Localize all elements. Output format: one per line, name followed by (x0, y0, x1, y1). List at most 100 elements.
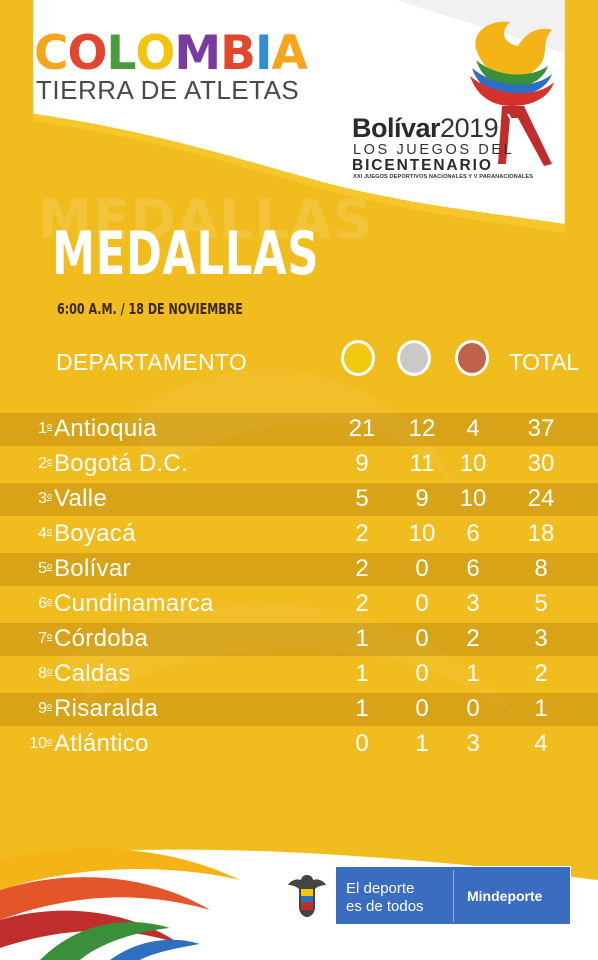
silver-count: 0 (415, 590, 429, 617)
department-name: Risaralda (54, 695, 159, 722)
department-name: Bolívar (54, 555, 131, 582)
silver-count: 0 (415, 660, 429, 687)
total-count: 3 (534, 625, 548, 652)
wordmark-letter: O (67, 26, 108, 81)
background-swirl (60, 369, 520, 720)
gold-count: 1 (355, 625, 369, 652)
total-count: 5 (534, 590, 548, 617)
rank: 8o (24, 665, 52, 683)
gold-count: 9 (355, 450, 369, 477)
silver-medal-icon (397, 340, 431, 376)
silver-count: 10 (408, 520, 436, 547)
bronze-count: 10 (459, 450, 487, 477)
games-name-text: Bolívar (352, 113, 441, 143)
footer-divider (453, 870, 454, 922)
total-count: 8 (534, 555, 548, 582)
rank-ordinal: o (46, 456, 52, 466)
gold-count: 2 (355, 590, 369, 617)
bronze-count: 6 (466, 555, 480, 582)
update-timestamp: 6:00 A.M. / 18 DE NOVIEMBRE (57, 300, 243, 318)
games-subtitle-2: BICENTENARIO (352, 157, 493, 174)
total-count: 2 (534, 660, 548, 687)
department-name: Bogotá D.C. (54, 450, 189, 477)
department-name: Cundinamarca (54, 590, 214, 617)
brand-tagline: TIERRA DE ATLETAS (36, 75, 300, 105)
total-count: 18 (527, 520, 555, 547)
colombia-wordmark: COLOMBIA (34, 26, 308, 81)
rank-number: 8 (38, 665, 47, 682)
bronze-count: 0 (466, 695, 480, 722)
total-count: 37 (527, 415, 555, 442)
gold-count: 21 (348, 415, 376, 442)
header-band (33, 0, 565, 233)
rank-number: 1 (38, 420, 47, 437)
wordmark-letter: L (106, 26, 136, 81)
rank-ordinal: o (46, 596, 52, 606)
department-name: Valle (54, 485, 108, 512)
games-name: Bolívar2019 (352, 113, 499, 143)
bronze-count: 4 (466, 415, 480, 442)
rank-ordinal: o (46, 526, 52, 536)
wordmark-letter: I (255, 26, 272, 81)
rank-number: 7 (38, 630, 47, 647)
column-header-department: DEPARTAMENTO (56, 349, 248, 375)
rank-number: 10 (29, 735, 47, 752)
page-title: MEDALLAS (52, 219, 320, 289)
rank: 5o (24, 560, 52, 578)
department-name: Antioquia (54, 415, 157, 442)
department-name: Atlántico (54, 730, 149, 757)
torch-logo-icon (470, 21, 554, 166)
rank: 9o (24, 700, 52, 718)
wordmark-letter: C (34, 26, 68, 81)
bronze-count: 6 (466, 520, 480, 547)
rank-ordinal: o (46, 631, 52, 641)
rank-ordinal: o (46, 701, 52, 711)
colombia-coat-of-arms-icon (288, 875, 326, 917)
games-year: 2019 (440, 113, 499, 143)
rank-ordinal: o (46, 561, 52, 571)
rank: 2o (24, 455, 52, 473)
silver-count: 12 (408, 415, 436, 442)
table-row: 5o Bolívar 2 0 6 8 (0, 553, 598, 586)
slogan-line-1: El deporte (346, 880, 415, 897)
gold-count: 2 (355, 520, 369, 547)
title-watermark: MEDALLAS (38, 188, 373, 251)
rank-number: 6 (38, 595, 47, 612)
rank-ordinal: o (46, 491, 52, 501)
wordmark-letter: A (271, 26, 308, 81)
wordmark-letter: B (220, 26, 256, 81)
gold-count: 1 (355, 695, 369, 722)
rank-number: 3 (38, 490, 47, 507)
silver-count: 0 (415, 695, 429, 722)
gold-medal-icon (341, 340, 375, 376)
rank: 3o (24, 490, 52, 508)
gold-count: 1 (355, 660, 369, 687)
wordmark-letter: O (135, 26, 175, 81)
rank-number: 2 (38, 455, 47, 472)
wordmark-letter: M (174, 26, 221, 81)
silver-count: 0 (415, 555, 429, 582)
table-row: 10o Atlántico 0 1 3 4 (0, 728, 598, 761)
total-count: 24 (527, 485, 555, 512)
total-count: 30 (527, 450, 555, 477)
silver-count: 0 (415, 625, 429, 652)
total-count: 4 (534, 730, 548, 757)
rank: 1o (24, 420, 52, 438)
gold-count: 2 (355, 555, 369, 582)
table-row: 8o Caldas 1 0 1 2 (0, 658, 598, 691)
bronze-count: 10 (459, 485, 487, 512)
rank: 6o (24, 595, 52, 613)
silver-count: 11 (409, 450, 435, 477)
table-row: 9o Risaralda 1 0 0 1 (0, 693, 598, 726)
column-header-total: TOTAL (509, 349, 579, 375)
bronze-medal-icon (455, 340, 489, 376)
table-row: 4o Boyacá 2 10 6 18 (0, 518, 598, 551)
rank-number: 9 (38, 700, 47, 717)
table-row: 7o Córdoba 1 0 2 3 (0, 623, 598, 656)
table-row: 1o Antioquia 21 12 4 37 (0, 413, 598, 446)
total-count: 1 (534, 695, 548, 722)
games-subtitle-3: XXI JUEGOS DEPORTIVOS NACIONALES Y V PAR… (353, 174, 534, 180)
slogan-line-2: es de todos (346, 898, 424, 915)
department-name: Boyacá (54, 520, 136, 547)
bronze-count: 1 (466, 660, 480, 687)
